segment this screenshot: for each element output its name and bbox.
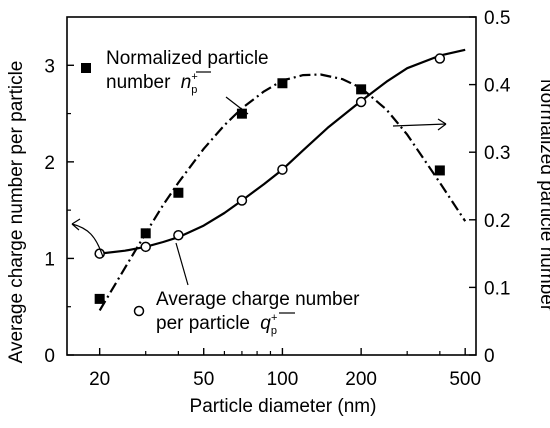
y2-tick-label: 0.5 — [484, 8, 510, 29]
y2-tick-label: 0 — [484, 346, 495, 367]
charge-point — [140, 241, 151, 253]
right-axis-arrowhead — [437, 118, 447, 131]
y2-tick-label: 0.4 — [484, 76, 511, 97]
number-point — [173, 187, 184, 198]
number-point — [236, 108, 247, 119]
legend-charge-line2: per particle qp+ — [156, 312, 277, 337]
number-point — [277, 78, 288, 89]
y2-axis-label: Normalized particle number — [536, 79, 550, 312]
legend-charge-line1: Average charge number — [156, 289, 360, 310]
legend-marker-charge — [133, 305, 145, 317]
legend-number-line2: number np+ — [106, 71, 198, 96]
left-axis-arrowhead — [71, 218, 81, 231]
x-tick-label: 500 — [449, 369, 481, 390]
plot-frame — [66, 16, 477, 356]
y-tick-label: 2 — [44, 153, 55, 174]
y-tick-label: 0 — [44, 346, 55, 367]
charge-point — [236, 195, 248, 206]
legend-pointer-charge — [175, 242, 189, 286]
x-tick-label: 50 — [193, 369, 214, 390]
charge-point — [434, 53, 446, 64]
number-point — [140, 228, 151, 239]
number-point — [356, 84, 367, 95]
number-point — [434, 165, 445, 176]
y-tick-label: 3 — [44, 56, 55, 77]
x-tick-label: 20 — [89, 369, 110, 390]
y-tick-label: 1 — [44, 249, 55, 270]
y-axis-label: Average charge number per particle — [6, 61, 27, 364]
legend-number-line1: Normalized particle — [106, 48, 269, 69]
y2-tick-label: 0.3 — [484, 143, 510, 164]
legend-marker-number — [81, 63, 91, 73]
charge-point — [355, 96, 367, 108]
right-axis-arrow — [392, 123, 447, 127]
x-tick-label: 100 — [267, 369, 299, 390]
x-axis-label: Particle diameter (nm) — [190, 396, 377, 417]
legend-pointer-number — [225, 96, 249, 115]
left-axis-arrow — [71, 223, 104, 258]
number-point — [94, 293, 105, 304]
y2-tick-label: 0.1 — [484, 278, 510, 299]
y2-tick-label: 0.2 — [484, 211, 510, 232]
charge-point — [277, 164, 288, 175]
charge-fit-curve — [99, 48, 466, 255]
charge-point — [173, 230, 184, 241]
x-tick-label: 200 — [345, 369, 377, 390]
